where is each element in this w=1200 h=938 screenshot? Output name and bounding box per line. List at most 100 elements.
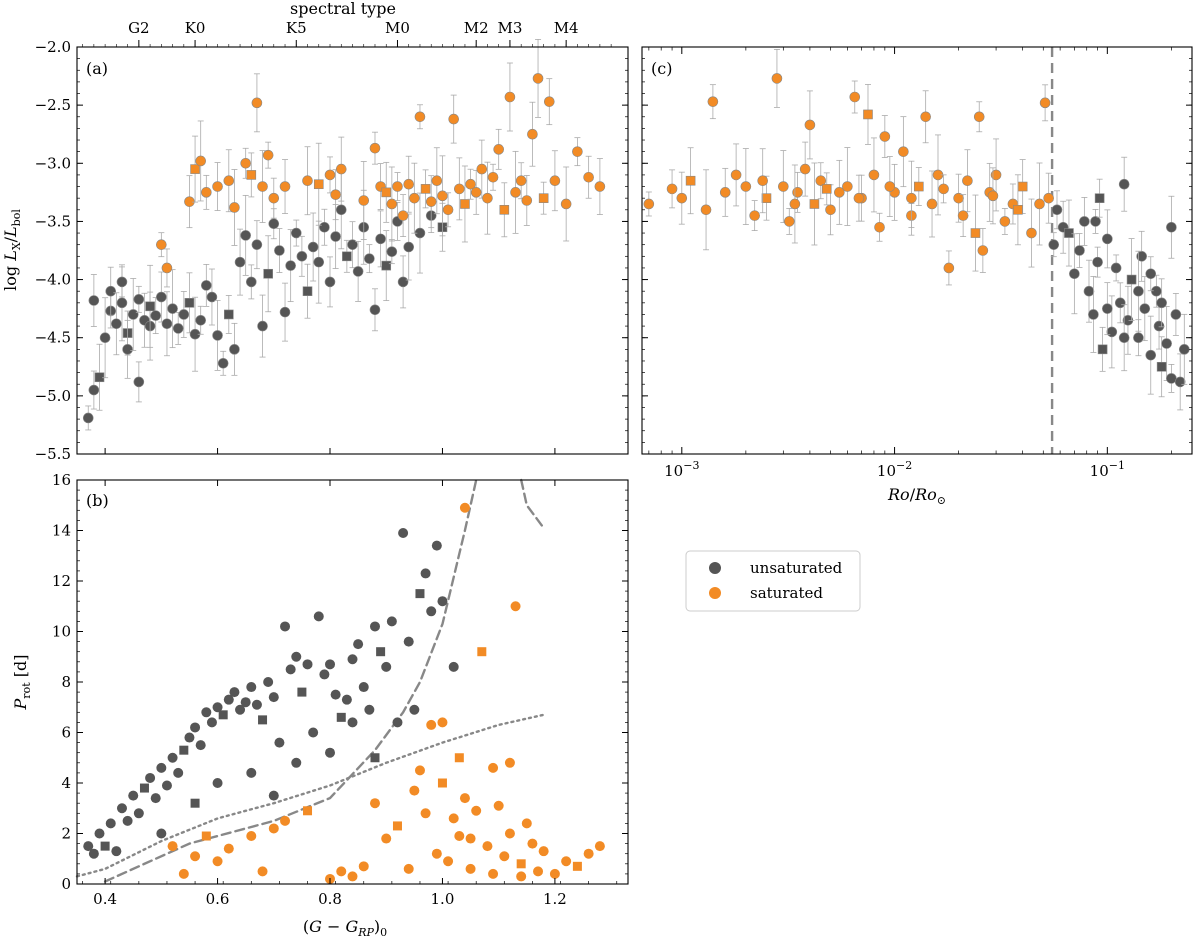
unsaturated-point	[235, 704, 246, 715]
unsaturated-point	[201, 280, 212, 291]
panel-c-points	[643, 48, 1190, 411]
saturated-point	[943, 262, 955, 274]
unsaturated-point	[431, 540, 442, 551]
saturated-point	[990, 169, 1002, 181]
unsaturated-point	[1106, 326, 1118, 338]
unsaturated-point	[167, 752, 178, 763]
unsaturated-point	[251, 699, 262, 710]
saturated-point	[184, 196, 195, 207]
unsaturated-point	[290, 227, 302, 239]
unsaturated-point	[325, 659, 336, 670]
unsaturated-point	[426, 606, 437, 617]
saturated-point	[543, 96, 555, 107]
y-tick-label: 4	[61, 774, 71, 792]
panel-b-y-ticks: 0 2 4 6 8 10 12 14 16	[52, 471, 628, 893]
unsaturated-point	[173, 767, 184, 778]
unsaturated-point	[105, 285, 117, 297]
saturated-point	[246, 170, 257, 180]
unsaturated-point	[308, 727, 319, 738]
saturated-point	[868, 169, 880, 181]
saturated-point	[594, 841, 605, 852]
panel-b-x-label: (G − GRP)0	[303, 917, 387, 938]
unsaturated-point	[347, 717, 358, 728]
unsaturated-point	[397, 276, 409, 288]
saturated-point	[482, 192, 493, 204]
saturated-point	[499, 851, 510, 862]
saturated-point	[849, 91, 861, 103]
unsaturated-point	[145, 772, 156, 783]
unsaturated-point	[325, 747, 336, 758]
unsaturated-point	[369, 304, 381, 316]
saturated-point	[572, 861, 582, 871]
unsaturated-point	[324, 276, 336, 288]
spectral-tick-label: M2	[464, 19, 489, 37]
panel-c-tag: (c)	[651, 59, 672, 78]
y-tick-label: −3.5	[35, 212, 71, 230]
unsaturated-point	[335, 204, 347, 216]
panel-c: 10−3 10−2 10−1 (c) Ro/Ro⊙	[641, 46, 1193, 507]
legend-marker-unsaturated	[709, 562, 721, 574]
saturated-point	[465, 863, 476, 874]
saturated-point	[516, 871, 527, 882]
spectral-tick-label: K5	[286, 19, 307, 37]
unsaturated-point	[1178, 344, 1190, 355]
legend-marker-saturated	[709, 587, 721, 599]
unsaturated-point	[224, 309, 234, 320]
saturated-point	[538, 846, 549, 857]
saturated-point	[488, 868, 499, 879]
saturated-point	[420, 184, 431, 194]
saturated-point	[977, 245, 989, 256]
unsaturated-point	[330, 689, 341, 700]
saturated-point	[229, 202, 240, 213]
unsaturated-point	[285, 260, 296, 271]
saturated-point	[257, 866, 268, 877]
saturated-point	[420, 808, 431, 819]
saturated-point	[437, 190, 448, 202]
saturated-point	[279, 181, 291, 192]
saturated-point	[477, 647, 487, 657]
saturated-point	[863, 109, 873, 120]
unsaturated-point	[105, 818, 116, 829]
unsaturated-point	[268, 790, 279, 801]
saturated-point	[369, 142, 381, 154]
saturated-point	[516, 859, 526, 869]
y-tick-label: 2	[61, 825, 71, 843]
saturated-point	[1017, 181, 1028, 192]
unsaturated-point	[291, 651, 302, 662]
unsaturated-point	[190, 722, 201, 733]
saturated-point	[330, 189, 341, 200]
panel-b: 0.4 0.6 0.8 1.0 1.2 0 2 4 6 8 10 12 14 16 (b) (G − G…	[11, 471, 629, 938]
saturated-point	[504, 757, 515, 768]
saturated-point	[223, 843, 234, 854]
panel-a-y-label: log LX/Lbol	[1, 209, 23, 291]
saturated-point	[906, 192, 917, 204]
saturated-point	[510, 187, 521, 198]
panel-a-y-ticks: −2.0 −2.5 −3.0 −3.5 −4.0 −4.5 −5.0 −5.5	[35, 38, 628, 463]
panel-c-y-ticks	[642, 46, 1192, 455]
unsaturated-point	[302, 286, 313, 297]
saturated-point	[962, 175, 973, 187]
saturated-point	[262, 149, 274, 161]
unsaturated-point	[386, 246, 398, 257]
saturated-point	[201, 187, 212, 198]
saturated-point	[842, 181, 853, 192]
saturated-point	[853, 192, 865, 204]
unsaturated-point	[240, 230, 251, 241]
saturated-point	[409, 192, 420, 204]
saturated-point	[392, 181, 403, 192]
unsaturated-point	[353, 639, 364, 650]
x-tick-label: 10−2	[877, 459, 912, 480]
saturated-point	[425, 196, 437, 207]
unsaturated-point	[212, 702, 223, 713]
saturated-point	[476, 163, 488, 175]
saturated-point	[898, 146, 909, 157]
saturated-point	[448, 113, 460, 125]
unsaturated-point	[1051, 204, 1063, 216]
unsaturated-point	[1136, 251, 1147, 262]
unsaturated-point	[268, 692, 279, 703]
unsaturated-point	[172, 323, 184, 334]
y-tick-label: 10	[52, 623, 71, 641]
saturated-point	[532, 73, 544, 84]
unsaturated-point	[1156, 297, 1167, 309]
saturated-point	[666, 183, 678, 195]
